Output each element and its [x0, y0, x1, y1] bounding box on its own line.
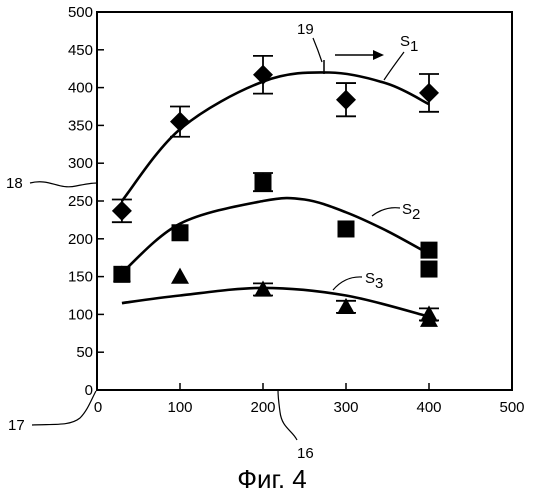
- s2-leader: [372, 208, 400, 216]
- y-tick-label: 150: [68, 269, 93, 286]
- ref-19-leader: [313, 38, 322, 62]
- s3-label-subscript: 3: [375, 275, 383, 292]
- s1-diamond-marker: [253, 65, 273, 85]
- s1-leader: [384, 52, 404, 80]
- s1-label: S: [400, 33, 410, 50]
- s1-diamond-marker: [112, 201, 132, 221]
- x-tick-label: 500: [499, 399, 524, 416]
- y-tick-label: 500: [68, 4, 93, 21]
- x-tick-label: 300: [333, 399, 358, 416]
- ref-18-leader: [30, 182, 97, 187]
- ref-16-leader: [278, 390, 297, 440]
- figure-caption: Фиг. 4: [237, 464, 307, 494]
- s1-fit-curve: [122, 72, 429, 201]
- y-tick-label: 0: [85, 382, 93, 399]
- y-tick-label: 100: [68, 306, 93, 323]
- y-tick-label: 400: [68, 80, 93, 97]
- x-tick-label: 400: [416, 399, 441, 416]
- ref-19-label: 19: [297, 21, 314, 38]
- y-tick-label: 450: [68, 42, 93, 59]
- s1-label-subscript: 1: [410, 38, 418, 55]
- s1-diamond-marker: [170, 112, 190, 132]
- s2-label-subscript: 2: [412, 206, 420, 223]
- s2-label: S: [402, 201, 412, 218]
- s3-fit-curve: [122, 288, 429, 317]
- s1-diamond-marker: [336, 90, 356, 110]
- s2-square-marker: [338, 220, 355, 237]
- s2-square-marker: [255, 174, 272, 191]
- ref-16-label: 16: [297, 445, 314, 462]
- ref-17-label: 17: [8, 417, 25, 434]
- y-tick-label: 200: [68, 231, 93, 248]
- x-tick-label: 200: [250, 399, 275, 416]
- s2-square-marker: [421, 242, 438, 259]
- x-tick-label: 0: [94, 399, 102, 416]
- y-tick-label: 300: [68, 155, 93, 172]
- x-tick-label: 100: [167, 399, 192, 416]
- s2-square-marker: [421, 261, 438, 278]
- y-tick-label: 250: [68, 193, 93, 210]
- y-tick-label: 50: [76, 344, 93, 361]
- shift-arrow-head: [373, 50, 384, 60]
- s3-label: S: [365, 270, 375, 287]
- y-tick-label: 350: [68, 117, 93, 134]
- s3-triangle-marker: [171, 268, 189, 284]
- ref-18-label: 18: [6, 175, 23, 192]
- plot-frame: [97, 12, 512, 390]
- s2-square-marker: [172, 224, 189, 241]
- s3-leader: [333, 277, 362, 290]
